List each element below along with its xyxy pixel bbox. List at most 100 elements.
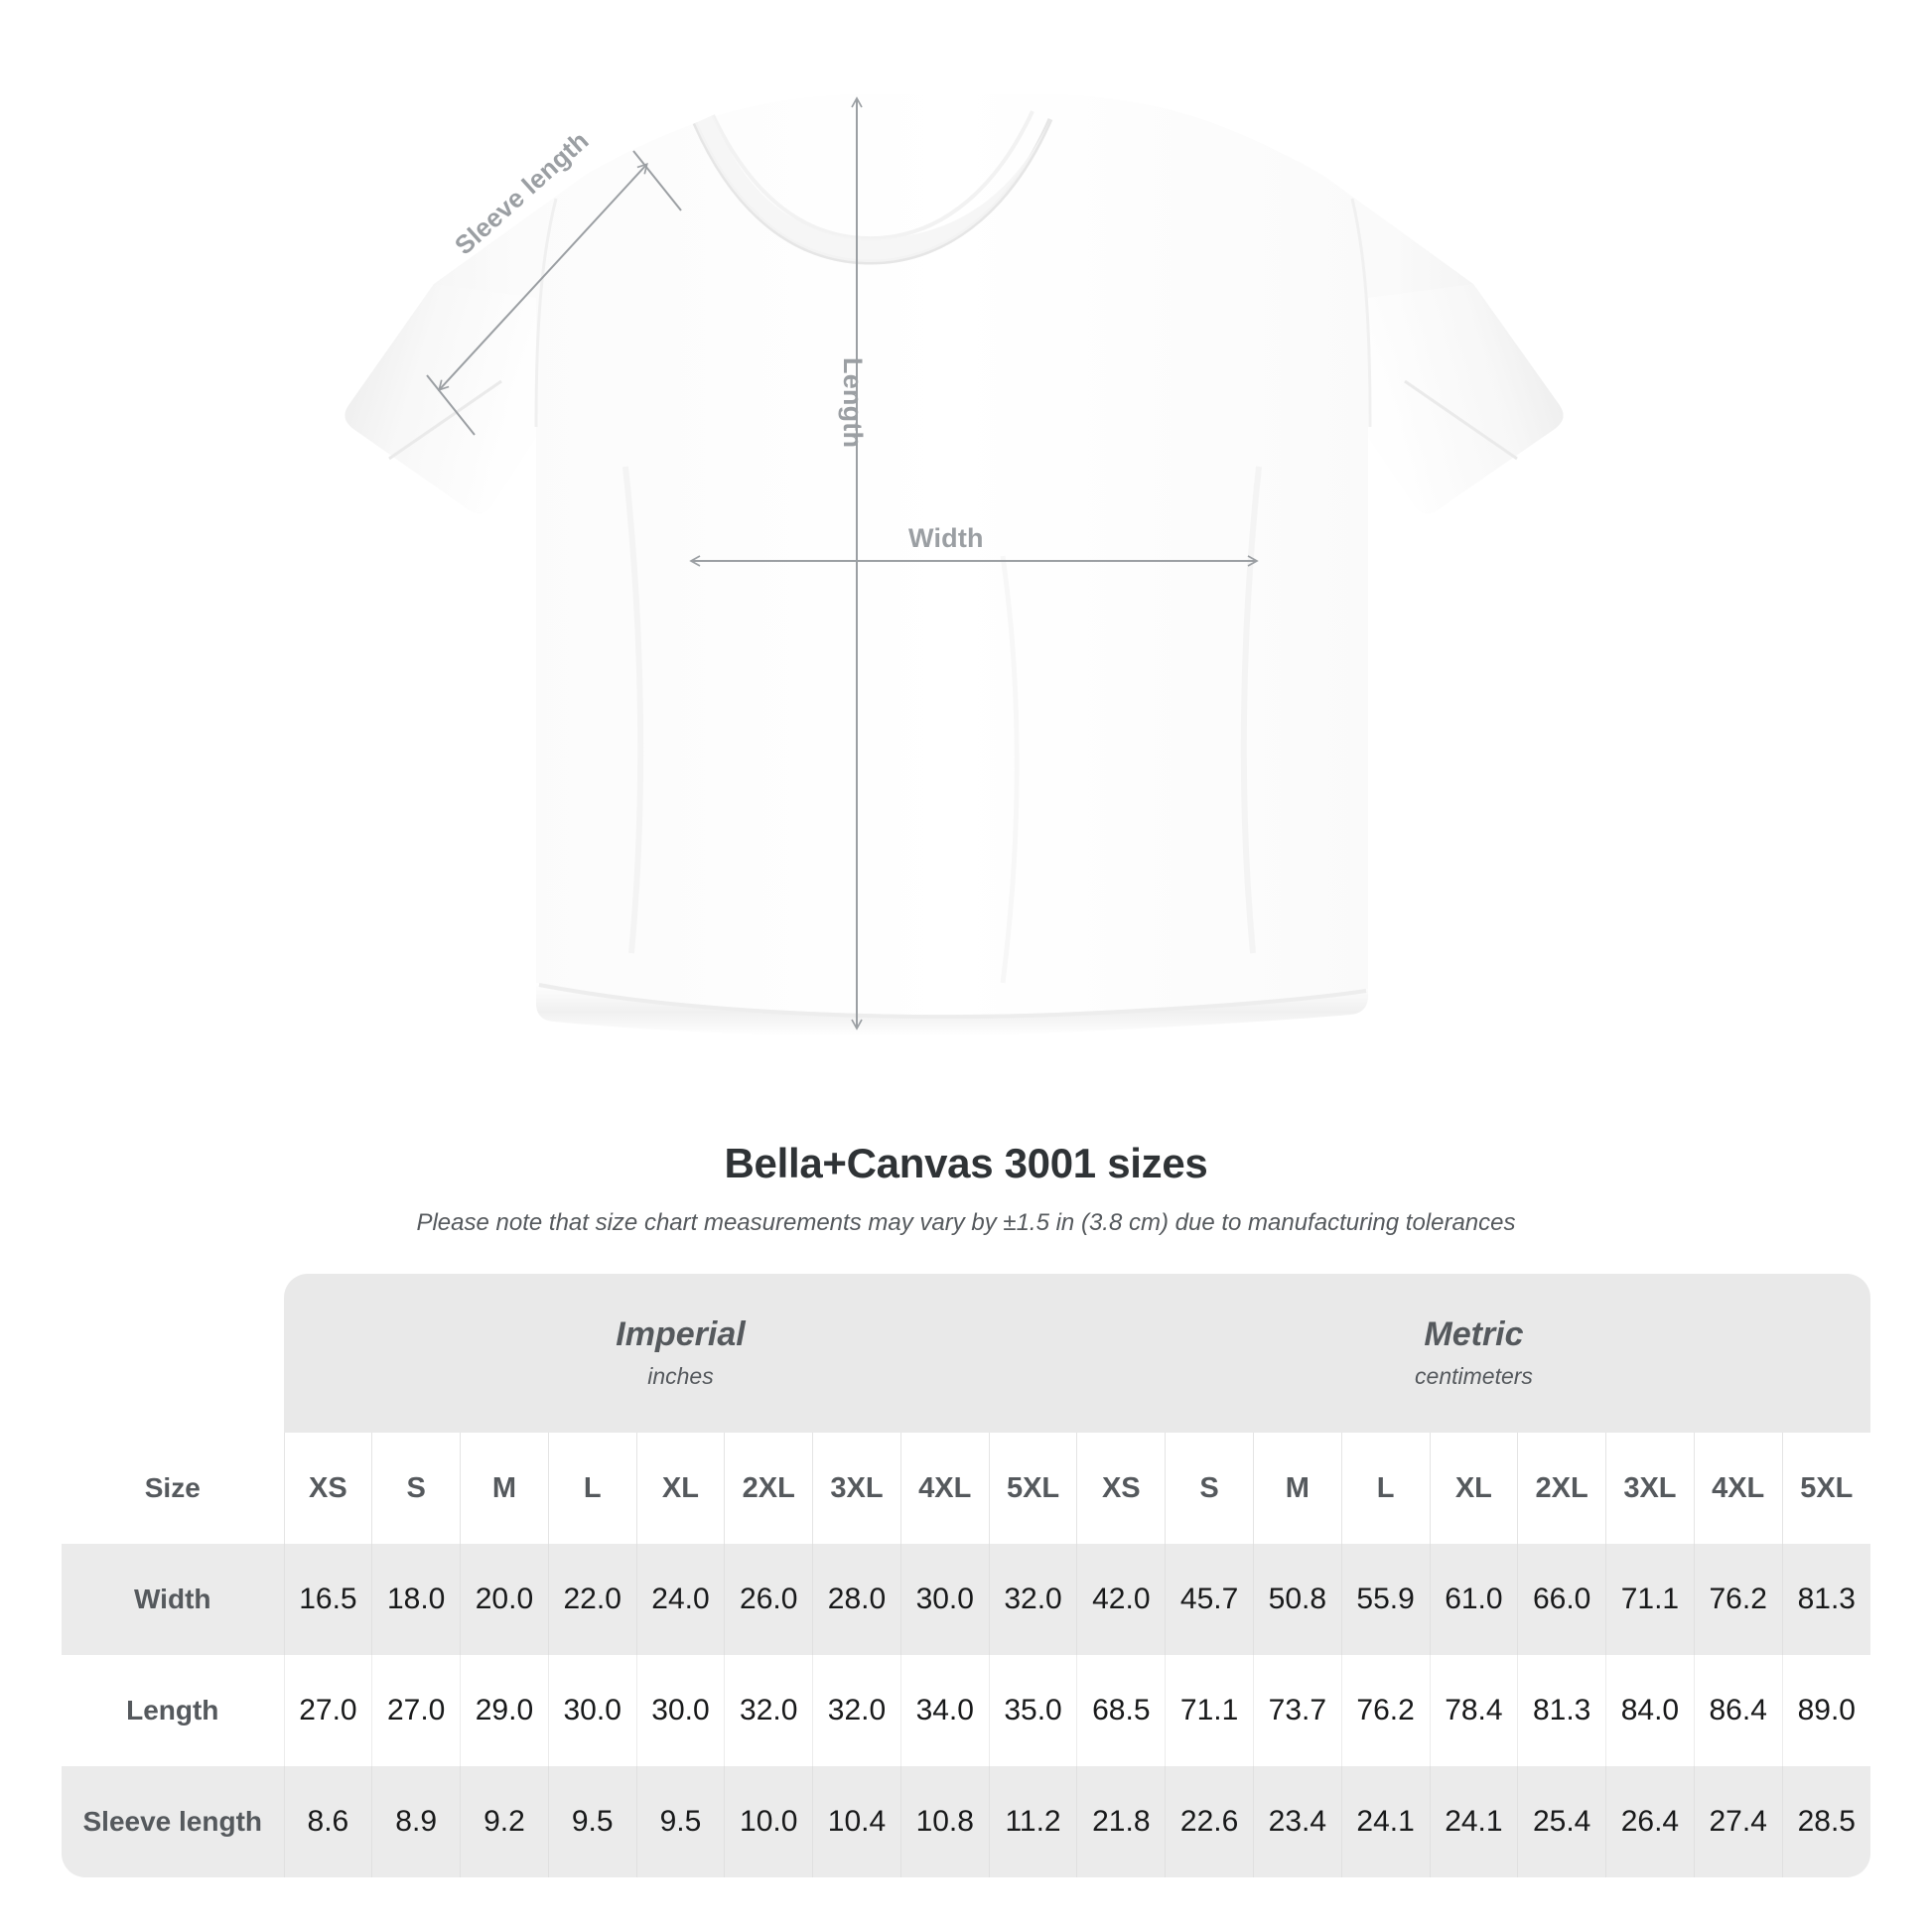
cell-width-imp-2xl: 26.0 — [724, 1544, 813, 1655]
size-header-label: Size — [62, 1433, 285, 1544]
cell-sleeve-met-xl: 24.1 — [1429, 1766, 1518, 1877]
tshirt-hem-line — [538, 983, 1367, 1020]
cell-sleeve-met-2xl: 25.4 — [1517, 1766, 1606, 1877]
sleeve-length-arrow — [438, 162, 648, 392]
size-col-met-m: M — [1252, 1433, 1342, 1544]
cell-width-met-m: 50.8 — [1252, 1544, 1342, 1655]
cell-width-imp-m: 20.0 — [460, 1544, 549, 1655]
cell-length-met-xl: 78.4 — [1429, 1655, 1518, 1766]
unit-banner-spacer — [62, 1274, 285, 1433]
page-title: Bella+Canvas 3001 sizes — [724, 1140, 1208, 1186]
size-table-container: Imperial inches Metric centimeters Size … — [62, 1274, 1870, 1877]
size-col-imp-3xl: 3XL — [812, 1433, 901, 1544]
unit-group-metric-sub: centimeters — [1415, 1363, 1533, 1390]
cell-length-met-s: 71.1 — [1165, 1655, 1254, 1766]
size-header-row: Size XS S M L XL 2XL 3XL 4XL 5XL XS S M … — [62, 1433, 1870, 1544]
cell-width-imp-5xl: 32.0 — [988, 1544, 1077, 1655]
cell-length-met-5xl: 89.0 — [1781, 1655, 1870, 1766]
table-row: Sleeve length 8.6 8.9 9.2 9.5 9.5 10.0 1… — [62, 1766, 1870, 1877]
cell-width-met-l: 55.9 — [1340, 1544, 1430, 1655]
tshirt-fold-a — [622, 466, 644, 954]
cell-length-met-4xl: 86.4 — [1693, 1655, 1783, 1766]
cell-length-met-2xl: 81.3 — [1517, 1655, 1606, 1766]
tshirt-left-sleeve — [345, 284, 536, 513]
cell-sleeve-met-s: 22.6 — [1165, 1766, 1254, 1877]
tshirt-shape — [345, 94, 1564, 1036]
row-label-sleeve-length: Sleeve length — [62, 1766, 285, 1877]
cell-length-met-3xl: 84.0 — [1605, 1655, 1695, 1766]
cell-sleeve-imp-xs: 8.6 — [283, 1766, 372, 1877]
size-col-met-2xl: 2XL — [1517, 1433, 1606, 1544]
size-col-met-l: L — [1340, 1433, 1430, 1544]
cell-sleeve-imp-2xl: 10.0 — [724, 1766, 813, 1877]
cell-width-met-xs: 42.0 — [1076, 1544, 1166, 1655]
tshirt-svg — [345, 94, 1564, 1036]
cell-sleeve-met-5xl: 28.5 — [1781, 1766, 1870, 1877]
size-col-met-4xl: 4XL — [1693, 1433, 1783, 1544]
cell-width-met-4xl: 76.2 — [1693, 1544, 1783, 1655]
cell-length-imp-xs: 27.0 — [283, 1655, 372, 1766]
unit-group-imperial-sub: inches — [647, 1363, 714, 1390]
chart-heading: Bella+Canvas 3001 sizes Please note that… — [0, 1140, 1932, 1237]
size-table: Imperial inches Metric centimeters Size … — [62, 1274, 1870, 1877]
size-col-imp-m: M — [460, 1433, 549, 1544]
size-col-imp-s: S — [371, 1433, 461, 1544]
tolerance-note: Please note that size chart measurements… — [416, 1209, 1516, 1236]
tshirt-illustration: Sleeve length Length Width — [345, 94, 1564, 1036]
cell-sleeve-met-m: 23.4 — [1252, 1766, 1342, 1877]
cell-length-met-xs: 68.5 — [1076, 1655, 1166, 1766]
unit-group-metric-name: Metric — [1424, 1314, 1524, 1353]
cell-length-imp-3xl: 32.0 — [812, 1655, 901, 1766]
size-col-met-s: S — [1165, 1433, 1254, 1544]
cell-sleeve-imp-m: 9.2 — [460, 1766, 549, 1877]
cell-length-met-m: 73.7 — [1252, 1655, 1342, 1766]
size-col-imp-l: L — [547, 1433, 637, 1544]
cell-sleeve-imp-5xl: 11.2 — [988, 1766, 1077, 1877]
unit-group-metric: Metric centimeters — [1076, 1274, 1870, 1433]
cell-length-imp-m: 29.0 — [460, 1655, 549, 1766]
width-label: Width — [908, 523, 984, 553]
cell-sleeve-imp-xl: 9.5 — [635, 1766, 725, 1877]
size-col-met-xs: XS — [1076, 1433, 1166, 1544]
table-row: Length 27.0 27.0 29.0 30.0 30.0 32.0 32.… — [62, 1655, 1870, 1766]
tshirt-collar-fill — [695, 115, 1050, 263]
size-col-imp-xs: XS — [283, 1433, 372, 1544]
tshirt-right-cuff-seam — [1404, 379, 1518, 461]
sleeve-tick-top — [632, 150, 682, 211]
cell-width-met-3xl: 71.1 — [1605, 1544, 1695, 1655]
cell-sleeve-met-3xl: 26.4 — [1605, 1766, 1695, 1877]
size-col-imp-5xl: 5XL — [988, 1433, 1077, 1544]
row-label-width: Width — [62, 1544, 285, 1655]
size-col-imp-2xl: 2XL — [724, 1433, 813, 1544]
cell-sleeve-imp-4xl: 10.8 — [899, 1766, 990, 1877]
length-label: Length — [838, 357, 868, 449]
cell-width-imp-s: 18.0 — [371, 1544, 461, 1655]
tshirt-left-cuff-seam — [388, 379, 502, 461]
tshirt-fold-c — [1000, 555, 1020, 984]
cell-sleeve-imp-l: 9.5 — [547, 1766, 637, 1877]
size-col-met-xl: XL — [1429, 1433, 1518, 1544]
cell-width-imp-xs: 16.5 — [283, 1544, 372, 1655]
cell-width-met-s: 45.7 — [1165, 1544, 1254, 1655]
cell-width-imp-4xl: 30.0 — [899, 1544, 990, 1655]
cell-length-imp-4xl: 34.0 — [899, 1655, 990, 1766]
cell-length-met-l: 76.2 — [1340, 1655, 1430, 1766]
sleeve-tick-bottom — [426, 374, 476, 436]
cell-length-imp-s: 27.0 — [371, 1655, 461, 1766]
cell-length-imp-l: 30.0 — [547, 1655, 637, 1766]
tshirt-hem — [536, 983, 1368, 1036]
cell-sleeve-imp-s: 8.9 — [371, 1766, 461, 1877]
table-row: Width 16.5 18.0 20.0 22.0 24.0 26.0 28.0… — [62, 1544, 1870, 1655]
unit-group-imperial-name: Imperial — [616, 1314, 746, 1353]
cell-width-imp-l: 22.0 — [547, 1544, 637, 1655]
size-col-imp-4xl: 4XL — [899, 1433, 990, 1544]
cell-width-imp-xl: 24.0 — [635, 1544, 725, 1655]
cell-length-imp-xl: 30.0 — [635, 1655, 725, 1766]
unit-banner-row: Imperial inches Metric centimeters — [62, 1274, 1870, 1433]
cell-width-met-5xl: 81.3 — [1781, 1544, 1870, 1655]
cell-sleeve-met-l: 24.1 — [1340, 1766, 1430, 1877]
tshirt-right-sleeve — [1368, 284, 1564, 513]
size-col-imp-xl: XL — [635, 1433, 725, 1544]
cell-length-imp-2xl: 32.0 — [724, 1655, 813, 1766]
